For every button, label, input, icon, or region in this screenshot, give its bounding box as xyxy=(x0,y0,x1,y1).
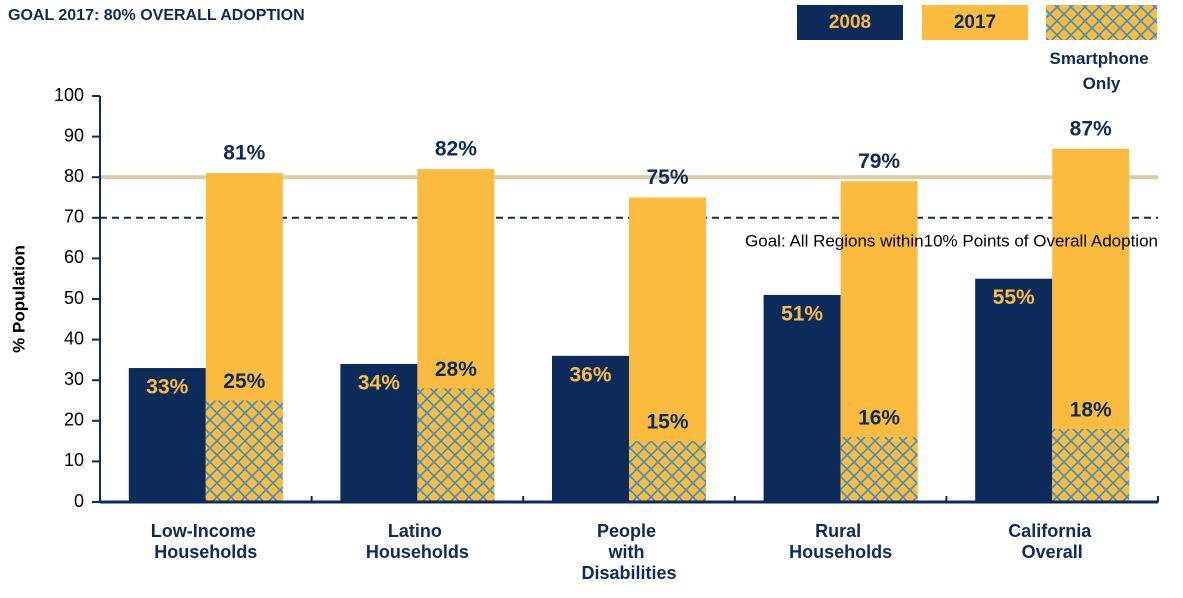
value-label: 87% xyxy=(1070,117,1112,140)
y-tick-label: 70 xyxy=(64,207,84,227)
value-label: 33% xyxy=(146,376,188,399)
x-tick-label: Rural Households xyxy=(789,521,892,562)
y-tick-label: 90 xyxy=(64,125,84,145)
y-tick-label: 50 xyxy=(64,288,84,308)
legend-swatch xyxy=(797,5,903,40)
bar-2008 xyxy=(340,363,418,502)
value-label: 79% xyxy=(858,150,900,173)
bar-smartphone-only xyxy=(205,400,283,502)
value-label: 51% xyxy=(781,302,823,325)
legend-label: Smartphone Only xyxy=(1050,49,1154,93)
value-label: 82% xyxy=(435,138,477,161)
y-tick-label: 80 xyxy=(64,166,84,186)
y-tick-label: 40 xyxy=(64,328,84,348)
value-label: 18% xyxy=(1070,398,1112,421)
legend-label: 2017 xyxy=(954,12,996,33)
x-tick-label: California Overall xyxy=(1008,521,1096,562)
bar-smartphone-only xyxy=(629,441,706,502)
bar-2008 xyxy=(975,278,1053,502)
value-label: 75% xyxy=(646,166,688,189)
legend-swatch xyxy=(1046,5,1157,40)
bar-smartphone-only xyxy=(417,388,495,502)
value-label: 15% xyxy=(646,411,688,434)
x-tick-label: Low-Income Households xyxy=(151,521,261,562)
y-tick-label: 100 xyxy=(54,85,84,105)
y-axis-label: % Population xyxy=(9,245,28,353)
bar-smartphone-only xyxy=(1052,428,1130,502)
y-tick-label: 60 xyxy=(64,247,84,267)
value-label: 28% xyxy=(435,358,477,381)
y-tick-label: 0 xyxy=(74,491,84,511)
annotation: Goal: All Regions within10% Points of Ov… xyxy=(745,231,1158,250)
bar-2008 xyxy=(128,368,206,502)
x-tick-label: People with Disabilities xyxy=(581,521,676,583)
bar-2008 xyxy=(763,294,841,502)
legend-swatch xyxy=(922,5,1028,40)
legend-label: 2008 xyxy=(829,12,871,33)
y-tick-label: 10 xyxy=(64,450,84,470)
bar-smartphone-only xyxy=(840,437,918,502)
value-label: 55% xyxy=(993,286,1035,309)
value-label: 16% xyxy=(858,407,900,430)
x-tick-label: Latino Households xyxy=(366,521,469,562)
value-label: 36% xyxy=(569,363,611,386)
value-label: 25% xyxy=(223,370,265,393)
y-tick-label: 20 xyxy=(64,410,84,430)
value-label: 34% xyxy=(358,372,400,395)
y-tick-label: 30 xyxy=(64,369,84,389)
value-label: 81% xyxy=(223,142,265,165)
bar-2008 xyxy=(552,355,629,502)
chart-title: GOAL 2017: 80% OVERALL ADOPTION xyxy=(8,7,305,24)
